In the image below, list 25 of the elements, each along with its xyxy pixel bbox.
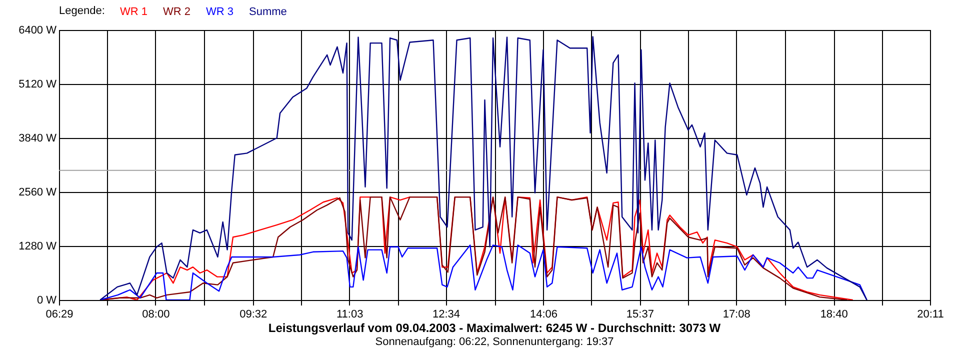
legend-title: Legende:: [59, 5, 105, 17]
x-tick-label: 17:08: [722, 308, 750, 320]
x-tick-label: 14:06: [530, 308, 558, 320]
x-tick-label: 20:11: [917, 308, 944, 320]
line-series: [100, 244, 868, 300]
x-tick-label: 15:37: [626, 308, 654, 320]
y-tick-label: 0 W: [36, 294, 58, 306]
text: Sonnenaufgang: 06:22, Sonnenuntergang: 19:37: [375, 336, 614, 348]
line-series: [100, 36, 868, 300]
y-tick-label: 5120 W: [18, 78, 58, 90]
text: Leistungsverlauf vom 09.04.2003 - Maximalwert: 6245 W - Durchschnitt: 3073 W: [268, 321, 722, 335]
y-tick-label: 6400 W: [18, 24, 58, 36]
y-tick-label: 2560 W: [18, 186, 58, 198]
text: WR 3: [206, 6, 234, 18]
x-tick-label: 08:00: [142, 308, 170, 320]
x-tick-label: 18:40: [820, 308, 848, 320]
x-tick-label: 09:32: [240, 308, 268, 320]
text: Summe: [249, 6, 287, 18]
x-tick-label: 11:03: [336, 308, 364, 320]
text: WR 1: [120, 6, 148, 18]
x-tick-label: 12:34: [432, 308, 460, 320]
y-tick-label: 3840 W: [18, 132, 58, 144]
text: WR 2: [163, 6, 190, 18]
x-tick-label: 06:29: [46, 308, 74, 320]
y-tick-label: 1280 W: [18, 240, 58, 252]
